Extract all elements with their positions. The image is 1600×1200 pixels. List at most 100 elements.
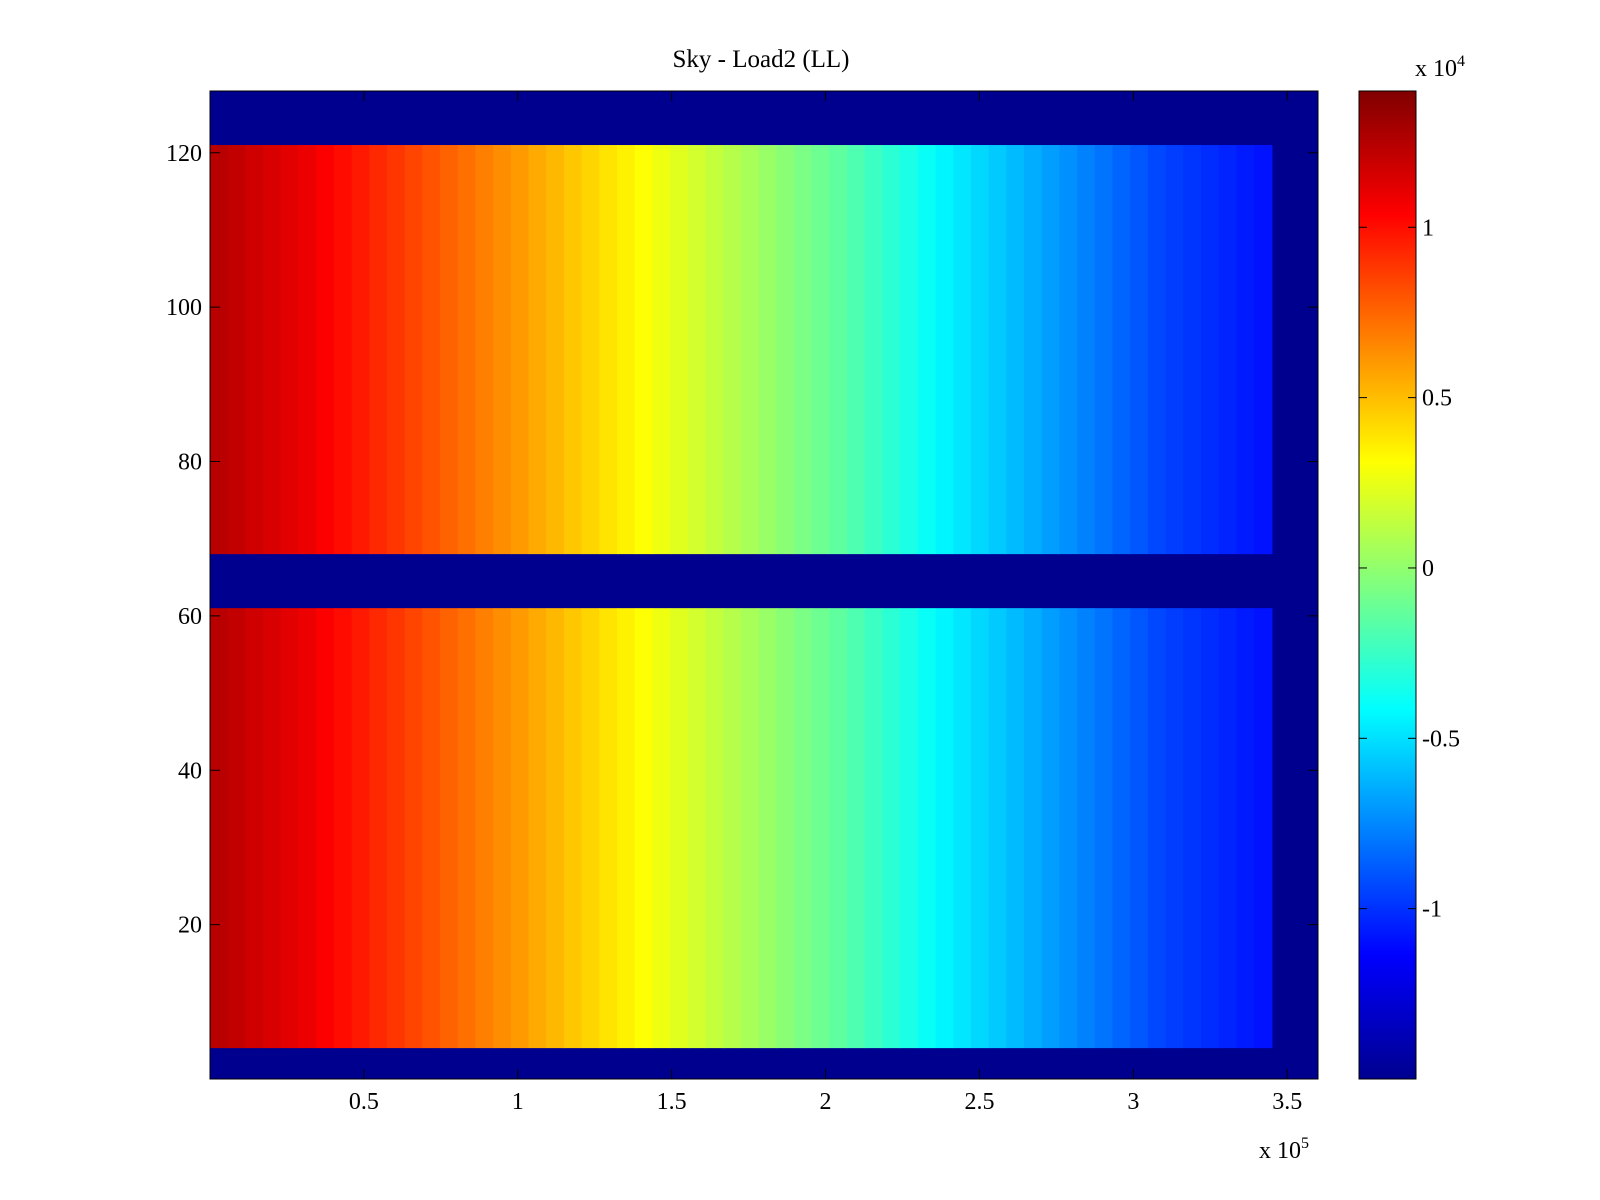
heatmap-cell bbox=[687, 608, 707, 1049]
heatmap-cells bbox=[210, 145, 1273, 1049]
heatmap-cell bbox=[457, 608, 477, 1049]
heatmap-cell bbox=[1024, 608, 1043, 1049]
plot-area bbox=[209, 90, 1319, 1080]
x-tick-label: 3.5 bbox=[1272, 1089, 1302, 1115]
heatmap-cell bbox=[758, 145, 777, 555]
heatmap-cell bbox=[1147, 145, 1167, 555]
colorbar-multiplier-exponent: 4 bbox=[1457, 53, 1465, 70]
heatmap-cell bbox=[652, 145, 671, 555]
heatmap-cell bbox=[369, 608, 388, 1049]
heatmap-cell bbox=[263, 145, 282, 555]
heatmap-cell bbox=[440, 145, 459, 555]
heatmap-cell bbox=[1059, 145, 1078, 555]
heatmap-cell bbox=[882, 145, 901, 555]
colorbar: -1 -0.5 0 0.5 1 x 104 bbox=[1358, 53, 1465, 1080]
heatmap-cell bbox=[422, 608, 441, 1049]
heatmap-cell bbox=[705, 608, 724, 1049]
colorbar-tick-label: 1 bbox=[1422, 215, 1434, 241]
heatmap-cell bbox=[811, 145, 831, 555]
heatmap-cell bbox=[263, 608, 282, 1049]
heatmap-cell bbox=[351, 145, 370, 555]
heatmap-cell bbox=[900, 145, 919, 555]
heatmap-cell bbox=[776, 608, 795, 1049]
heatmap-cell bbox=[847, 145, 866, 555]
x-tick-label: 0.5 bbox=[349, 1089, 379, 1115]
heatmap-cell bbox=[1218, 608, 1238, 1049]
colorbar-tick-label: -0.5 bbox=[1422, 726, 1460, 752]
heatmap-cell bbox=[298, 145, 317, 555]
heatmap-cell bbox=[953, 145, 972, 555]
heatmap-cell bbox=[581, 145, 600, 555]
colorbar-multiplier-base: x 10 bbox=[1415, 56, 1457, 82]
x-tick-label: 3 bbox=[1127, 1089, 1139, 1115]
heatmap-cell bbox=[723, 145, 742, 555]
heatmap-cell bbox=[670, 608, 689, 1049]
heatmap-cell bbox=[740, 145, 760, 555]
heatmap-cell bbox=[528, 145, 547, 555]
heatmap-cell bbox=[1201, 145, 1220, 555]
heatmap-cell bbox=[457, 145, 477, 555]
heatmap-cell bbox=[333, 145, 353, 555]
y-tick-label: 20 bbox=[178, 913, 202, 939]
heatmap-cell bbox=[811, 608, 831, 1049]
heatmap-cell bbox=[333, 608, 353, 1049]
x-multiplier-label: x 105 bbox=[1259, 1135, 1309, 1164]
x-multiplier-exponent: 5 bbox=[1301, 1135, 1309, 1152]
y-tick-label: 120 bbox=[166, 141, 202, 167]
heatmap-cell bbox=[1183, 145, 1202, 555]
colorbar-multiplier-label: x 104 bbox=[1415, 53, 1465, 82]
x-tick-label: 1 bbox=[512, 1089, 524, 1115]
heatmap-cell bbox=[864, 608, 884, 1049]
heatmap-cell bbox=[510, 608, 530, 1049]
heatmap-cell bbox=[705, 145, 724, 555]
heatmap-cell bbox=[740, 608, 760, 1049]
heatmap-cell bbox=[900, 608, 919, 1049]
heatmap-cell bbox=[758, 608, 777, 1049]
heatmap-cell bbox=[988, 145, 1007, 555]
heatmap-cell bbox=[404, 608, 423, 1049]
heatmap-cell bbox=[829, 145, 848, 555]
x-axis: 0.5 1 1.5 2 2.5 3 3.5 bbox=[349, 91, 1302, 1115]
y-tick-label: 100 bbox=[166, 295, 202, 321]
colorbar-ticks: -1 -0.5 0 0.5 1 bbox=[1359, 215, 1460, 923]
heatmap-cell bbox=[386, 145, 406, 555]
heatmap-cell bbox=[563, 608, 583, 1049]
y-axis: 20 40 60 80 100 120 bbox=[166, 141, 1318, 939]
heatmap-cell bbox=[1130, 608, 1149, 1049]
colorbar-gradient bbox=[1358, 90, 1417, 1080]
heatmap-cell bbox=[617, 608, 636, 1049]
heatmap-cell bbox=[1147, 608, 1167, 1049]
heatmap-cell bbox=[1236, 608, 1255, 1049]
heatmap-cell bbox=[1254, 608, 1273, 1049]
heatmap-cell bbox=[510, 145, 530, 555]
heatmap-cell bbox=[917, 608, 937, 1049]
heatmap-cell bbox=[634, 145, 654, 555]
heatmap-cell bbox=[1165, 145, 1184, 555]
heatmap-cell bbox=[599, 608, 618, 1049]
heatmap-cell bbox=[1236, 145, 1255, 555]
colorbar-tick-label: 0.5 bbox=[1422, 386, 1452, 412]
heatmap-cell bbox=[1254, 145, 1273, 555]
heatmap-cell bbox=[687, 145, 707, 555]
heatmap-cell bbox=[935, 608, 954, 1049]
heatmap-cell bbox=[280, 145, 300, 555]
x-tick-label: 1.5 bbox=[657, 1089, 687, 1115]
heatmap-cell bbox=[227, 145, 246, 555]
heatmap-cell bbox=[386, 608, 406, 1049]
heatmap-cell bbox=[652, 608, 671, 1049]
heatmap-cell bbox=[1041, 145, 1061, 555]
heatmap-cell bbox=[422, 145, 441, 555]
heatmap-cell bbox=[847, 608, 866, 1049]
heatmap-cell bbox=[917, 145, 937, 555]
heatmap-cell bbox=[1059, 608, 1078, 1049]
x-tick-label: 2 bbox=[820, 1089, 832, 1115]
heatmap-cell bbox=[1183, 608, 1202, 1049]
heatmap-cell bbox=[1024, 145, 1043, 555]
heatmap-cell bbox=[864, 145, 884, 555]
colorbar-tick-label: -1 bbox=[1422, 897, 1442, 923]
y-tick-label: 80 bbox=[178, 450, 202, 476]
heatmap-cell bbox=[563, 145, 583, 555]
heatmap-cell bbox=[1006, 145, 1025, 555]
heatmap-cell bbox=[970, 608, 990, 1049]
heatmap-cell bbox=[581, 608, 600, 1049]
